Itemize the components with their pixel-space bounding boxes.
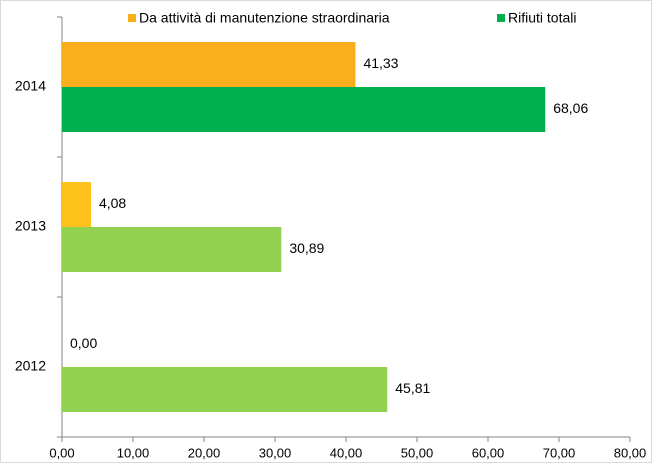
legend-label: Da attività di manutenzione straordinari… xyxy=(139,10,390,26)
x-tick-label: 10,00 xyxy=(117,445,150,460)
bar xyxy=(62,367,388,412)
bar xyxy=(62,182,91,227)
x-tick-label: 40,00 xyxy=(330,445,363,460)
x-tick-label: 60,00 xyxy=(472,445,505,460)
x-tick-label: 20,00 xyxy=(188,445,221,460)
legend-swatch xyxy=(128,14,136,22)
legend-label: Rifiuti totali xyxy=(508,10,576,26)
data-label: 30,89 xyxy=(289,240,324,256)
y-tick-label: 2012 xyxy=(15,358,46,374)
data-label: 41,33 xyxy=(363,55,398,71)
x-tick-label: 0,00 xyxy=(49,445,74,460)
x-tick-label: 70,00 xyxy=(543,445,576,460)
y-tick-label: 2013 xyxy=(15,218,46,234)
x-tick-label: 50,00 xyxy=(401,445,434,460)
x-tick-label: 30,00 xyxy=(259,445,292,460)
data-label: 0,00 xyxy=(70,335,97,351)
bar xyxy=(62,227,282,272)
bar xyxy=(62,42,356,87)
y-tick-label: 2014 xyxy=(15,78,46,94)
data-label: 4,08 xyxy=(99,195,126,211)
x-tick-label: 80,00 xyxy=(614,445,647,460)
bar xyxy=(62,87,546,132)
data-label: 45,81 xyxy=(395,380,430,396)
data-label: 68,06 xyxy=(553,100,588,116)
legend-swatch xyxy=(497,14,505,22)
